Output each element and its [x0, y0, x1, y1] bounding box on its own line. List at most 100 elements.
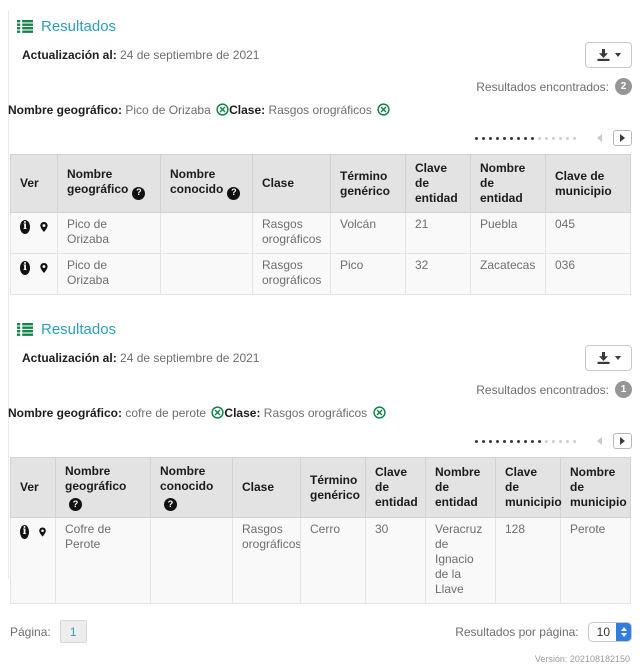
scroll-dots-track[interactable] — [475, 439, 576, 443]
column-header-label: Nombre geográfico — [67, 167, 129, 197]
per-page-select[interactable]: 10 — [587, 621, 632, 642]
column-header-label: Nombre conocido — [170, 167, 224, 197]
scroll-dot — [524, 136, 527, 140]
download-button[interactable] — [585, 42, 632, 68]
active-filters: Nombre geográfico: Pico de Orizaba Clase… — [8, 102, 632, 119]
list-icon — [17, 20, 33, 33]
update-label: Actualización al: — [22, 48, 117, 62]
column-header-nombre-entidad: Nombre de entidad — [470, 154, 546, 213]
scroll-dots-track[interactable] — [475, 136, 576, 140]
scroll-dot — [552, 136, 555, 140]
table-cell: Rasgos orográficos — [252, 253, 331, 295]
page-1-button[interactable]: 1 — [59, 620, 87, 644]
scroll-dot — [489, 439, 492, 443]
info-icon[interactable]: i — [20, 525, 29, 540]
column-header-termino-generico: Término genérico — [330, 154, 406, 213]
panel-left-border — [8, 10, 9, 579]
results-count-badge: 2 — [615, 78, 632, 95]
scroll-right-button[interactable] — [613, 130, 632, 146]
results-found-label: Resultados encontrados: — [476, 79, 609, 94]
table-cell: 21 — [405, 212, 471, 254]
column-header-nombre-conocido: Nombre conocido? — [160, 154, 253, 213]
info-icon[interactable]: i — [20, 261, 31, 275]
column-header-clase: Clase — [252, 154, 331, 213]
page-label: Página: — [10, 624, 51, 639]
column-header-label: Término genérico — [310, 472, 361, 502]
scroll-dot — [482, 136, 485, 140]
update-value: 24 de septiembre de 2021 — [120, 48, 260, 62]
scroll-dot — [531, 136, 534, 140]
column-header-clave-entidad: Clave de entidad — [405, 154, 471, 213]
table-cell: 30 — [365, 517, 426, 605]
scroll-left-button[interactable] — [590, 130, 609, 146]
update-date-line: Actualización al: 24 de septiembre de 20… — [22, 48, 632, 62]
chevron-right-icon — [620, 134, 625, 142]
table-cell: Cerro — [300, 517, 366, 605]
column-header-label: Ver — [20, 176, 39, 190]
info-icon[interactable]: i — [20, 220, 31, 234]
download-icon — [597, 49, 610, 61]
scroll-right-button[interactable] — [613, 433, 632, 449]
column-header-label: Clase — [262, 176, 295, 190]
download-button[interactable] — [585, 345, 632, 371]
column-header-label: Término genérico — [340, 168, 391, 198]
help-icon[interactable]: ? — [132, 186, 146, 200]
column-header-clave-municipio: Clave de municipio — [495, 456, 562, 519]
remove-filter-icon[interactable] — [377, 103, 390, 116]
list-icon — [17, 323, 33, 336]
filter-label: Clase: — [224, 406, 261, 420]
scroll-dot — [566, 439, 569, 443]
column-header-label: Clase — [242, 480, 275, 495]
scroll-dot — [538, 136, 541, 140]
chevron-down-icon — [620, 632, 627, 637]
table-cell — [150, 517, 233, 605]
column-header-label: Clave de municipio — [555, 168, 612, 198]
column-header-label: Nombre de municipio — [570, 465, 627, 510]
table-cell: 128 — [495, 517, 561, 605]
scroll-dot — [489, 136, 492, 140]
help-icon[interactable]: ? — [69, 498, 82, 512]
scroll-dot — [475, 136, 478, 140]
table-cell: Pico de Orizaba — [57, 253, 161, 295]
remove-filter-icon[interactable] — [211, 406, 225, 419]
results-table: Ver Nombre geográfico? Nombre conocido? … — [10, 154, 631, 295]
table-scroll-indicator — [8, 130, 632, 146]
table-cell — [160, 253, 253, 295]
table-cell: Rasgos orográficos — [252, 212, 331, 254]
table-cell: Perote — [560, 517, 631, 605]
ver-cell: i — [10, 517, 56, 605]
scroll-left-button[interactable] — [590, 433, 609, 449]
ver-cell: i — [10, 212, 58, 254]
scroll-dot — [517, 439, 520, 443]
section-header: Resultados — [17, 321, 632, 338]
scroll-dot — [552, 439, 555, 443]
column-header-label: Clave de entidad — [415, 161, 458, 205]
column-header-clave-entidad: Clave de entidad — [365, 456, 426, 519]
location-pin-icon[interactable] — [39, 525, 46, 539]
remove-filter-icon[interactable] — [216, 103, 229, 116]
table-cell: 045 — [545, 212, 631, 254]
select-stepper-icon — [616, 622, 631, 641]
remove-filter-icon[interactable] — [372, 406, 386, 419]
column-header-label: Nombre conocido — [160, 464, 214, 493]
table-cell: Puebla — [470, 212, 546, 254]
help-icon[interactable]: ? — [164, 498, 177, 512]
column-header-nombre-municipio: Nombre de municipio — [560, 456, 631, 519]
download-icon — [597, 352, 610, 364]
section-title: Resultados — [41, 321, 117, 338]
scroll-dot — [545, 136, 548, 140]
column-header-label: Nombre de entidad — [435, 465, 481, 510]
table-header-row: Ver Nombre geográfico? Nombre conocido? … — [10, 154, 631, 213]
table-cell: Cofre de Perote — [55, 517, 151, 605]
table-cell: 036 — [545, 253, 631, 295]
scroll-dot — [517, 136, 520, 140]
help-icon[interactable]: ? — [227, 186, 241, 200]
filter-value: cofre de perote — [125, 406, 207, 420]
location-pin-icon[interactable] — [40, 220, 48, 234]
table-row: i Pico de Orizaba Rasgos orográficos Vol… — [10, 212, 631, 254]
location-pin-icon[interactable] — [40, 261, 48, 275]
table-row: i Cofre de Perote Rasgos orográficos Cer… — [10, 517, 631, 605]
column-header-label: Nombre de entidad — [480, 161, 526, 205]
caret-down-icon — [615, 53, 621, 57]
table-cell — [160, 212, 253, 254]
